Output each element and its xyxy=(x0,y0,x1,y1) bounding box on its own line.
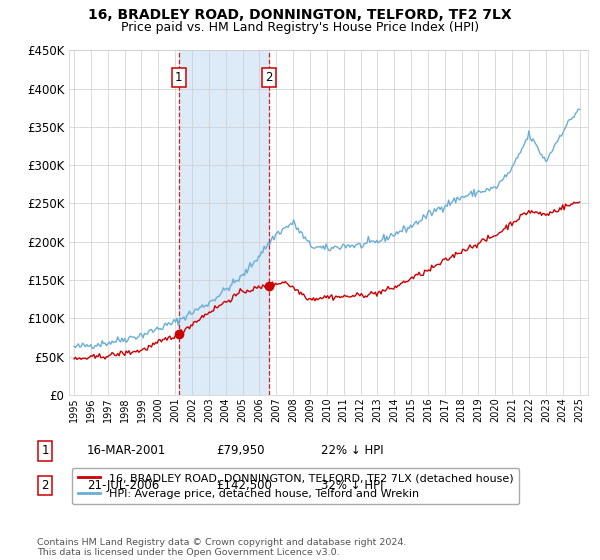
Text: 1: 1 xyxy=(41,444,49,458)
Text: £79,950: £79,950 xyxy=(216,444,265,458)
Text: 32% ↓ HPI: 32% ↓ HPI xyxy=(321,479,383,492)
Bar xyxy=(179,50,269,395)
Text: Price paid vs. HM Land Registry's House Price Index (HPI): Price paid vs. HM Land Registry's House … xyxy=(121,21,479,34)
Text: 2: 2 xyxy=(41,479,49,492)
Text: 2: 2 xyxy=(265,71,272,84)
Legend: 16, BRADLEY ROAD, DONNINGTON, TELFORD, TF2 7LX (detached house), HPI: Average pr: 16, BRADLEY ROAD, DONNINGTON, TELFORD, T… xyxy=(72,468,519,504)
Text: 16-MAR-2001: 16-MAR-2001 xyxy=(87,444,166,458)
Text: 22% ↓ HPI: 22% ↓ HPI xyxy=(321,444,383,458)
Text: £142,500: £142,500 xyxy=(216,479,272,492)
Text: 21-JUL-2006: 21-JUL-2006 xyxy=(87,479,159,492)
Text: Contains HM Land Registry data © Crown copyright and database right 2024.
This d: Contains HM Land Registry data © Crown c… xyxy=(37,538,407,557)
Text: 16, BRADLEY ROAD, DONNINGTON, TELFORD, TF2 7LX: 16, BRADLEY ROAD, DONNINGTON, TELFORD, T… xyxy=(88,8,512,22)
Text: 1: 1 xyxy=(175,71,182,84)
